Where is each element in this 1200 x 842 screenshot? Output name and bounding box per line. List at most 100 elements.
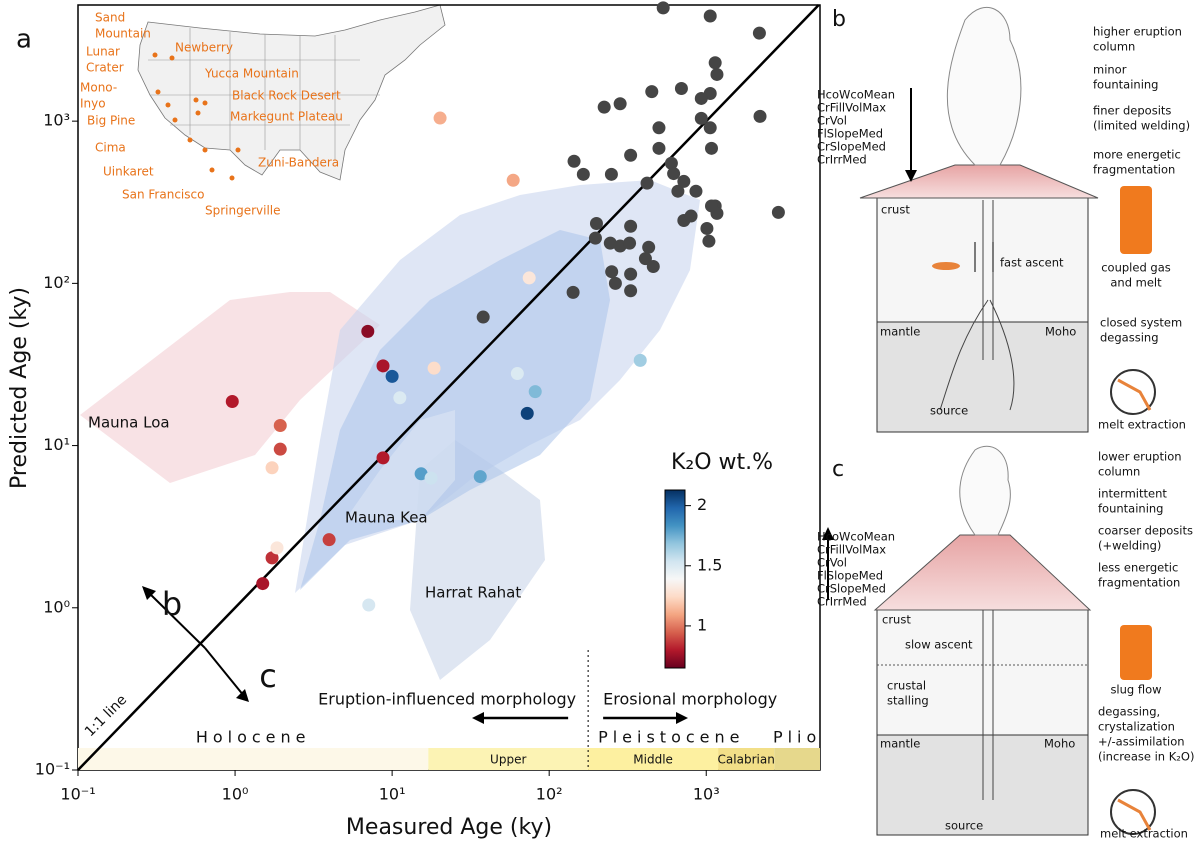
data-point	[702, 234, 716, 248]
annotation: fast ascent	[1000, 256, 1064, 270]
data-point	[646, 260, 660, 274]
data-point	[576, 167, 590, 181]
region-label: Mauna Kea	[345, 509, 428, 527]
data-point	[700, 221, 714, 235]
stage-label: Calabrian	[718, 753, 775, 767]
map-label: Lunar	[86, 45, 120, 59]
annotation: Moho	[1044, 737, 1075, 751]
stage-band	[718, 748, 775, 770]
melt-pocket	[932, 262, 960, 270]
data-point	[608, 276, 622, 290]
data-point	[567, 154, 581, 168]
y-tick-label: 10²	[43, 273, 70, 292]
data-point	[664, 156, 678, 170]
map-label: Newberry	[175, 41, 233, 55]
annotation: less energetic	[1098, 561, 1178, 575]
data-point	[638, 252, 652, 266]
map-label: San Francisco	[122, 188, 204, 202]
volcano-dot	[202, 147, 208, 153]
data-point	[633, 353, 647, 367]
data-point	[624, 267, 638, 281]
region-light	[345, 410, 455, 520]
y-tick-label: 10⁰	[43, 597, 70, 616]
data-point	[771, 205, 785, 219]
data-point	[605, 265, 619, 279]
annotation: finer deposits	[1093, 104, 1171, 118]
map-label: Mountain	[95, 27, 151, 41]
data-point	[597, 100, 611, 114]
volcano-dot	[165, 102, 171, 108]
data-point	[506, 173, 520, 187]
one-to-one-line	[77, 4, 820, 771]
annotation: column	[1098, 465, 1140, 479]
annotation: fountaining	[1093, 78, 1159, 92]
arrowhead	[822, 527, 834, 540]
x-tick-label: 10¹	[379, 785, 406, 804]
conduit	[939, 200, 1015, 411]
data-point	[703, 9, 717, 23]
x-tick-label: 10³	[693, 785, 720, 804]
cone	[873, 534, 1092, 611]
parameter: HcoWcoMean	[817, 88, 895, 102]
data-point	[703, 121, 717, 135]
data-point	[603, 236, 617, 250]
stage-band	[428, 748, 589, 770]
data-point	[752, 26, 766, 40]
data-point	[528, 385, 542, 399]
volcano-dot	[195, 110, 201, 116]
parameter: CrFillVolMax	[817, 101, 886, 115]
annotation: intermittent	[1098, 487, 1167, 501]
parameter: HcoWcoMean	[817, 530, 895, 544]
state-lines	[148, 28, 380, 160]
map-label: Springerville	[205, 204, 281, 218]
annotation: crust	[881, 203, 910, 217]
map-label: Mono-	[80, 81, 117, 95]
data-point	[708, 56, 722, 70]
data-point	[753, 109, 767, 123]
annotation: lower eruption	[1098, 450, 1182, 464]
arrowhead	[905, 170, 917, 182]
volcano-dot	[235, 147, 241, 153]
data-point	[613, 97, 627, 111]
data-point	[376, 451, 390, 465]
data-point	[376, 359, 390, 373]
annotation: crystalization	[1098, 720, 1175, 734]
parameter: CrVol	[817, 114, 847, 128]
parameter: FlSlopeMed	[817, 569, 883, 583]
annotation: coarser deposits	[1098, 524, 1193, 538]
data-point	[624, 219, 638, 233]
map-label: Cima	[95, 141, 126, 155]
map-label: Markegunt Plateau	[230, 110, 343, 124]
data-point	[520, 406, 534, 420]
annotation: (+welding)	[1098, 539, 1161, 553]
data-point	[393, 391, 407, 405]
data-point	[640, 176, 654, 190]
gas-melt-icon	[1120, 186, 1152, 254]
arrowhead	[142, 586, 156, 600]
us-outline	[137, 4, 446, 181]
annotation: slow ascent	[905, 638, 973, 652]
annotation: more energetic	[1093, 148, 1181, 162]
annotation: minor	[1093, 63, 1127, 77]
conduit	[982, 610, 994, 800]
data-point	[645, 85, 659, 99]
data-point	[677, 174, 691, 188]
map-label: Sand	[95, 11, 125, 25]
data-point	[652, 121, 666, 135]
stage-band	[588, 748, 719, 770]
annotation: higher eruption	[1093, 25, 1182, 39]
data-point	[433, 111, 447, 125]
data-point	[361, 324, 375, 338]
y-tick-label: 10⁻¹	[35, 760, 70, 779]
volcano-dot	[229, 175, 235, 181]
map-label: Crater	[86, 61, 124, 75]
annotation: degassing,	[1098, 705, 1160, 719]
x-tick-label: 10⁰	[222, 785, 249, 804]
annotation: degassing	[1100, 331, 1159, 345]
data-point	[362, 598, 376, 612]
map-label: Inyo	[80, 97, 106, 111]
data-point	[652, 141, 666, 155]
mauna-loa-region	[80, 292, 380, 483]
annotation: source	[930, 404, 968, 418]
annotation: and melt	[1110, 276, 1162, 290]
